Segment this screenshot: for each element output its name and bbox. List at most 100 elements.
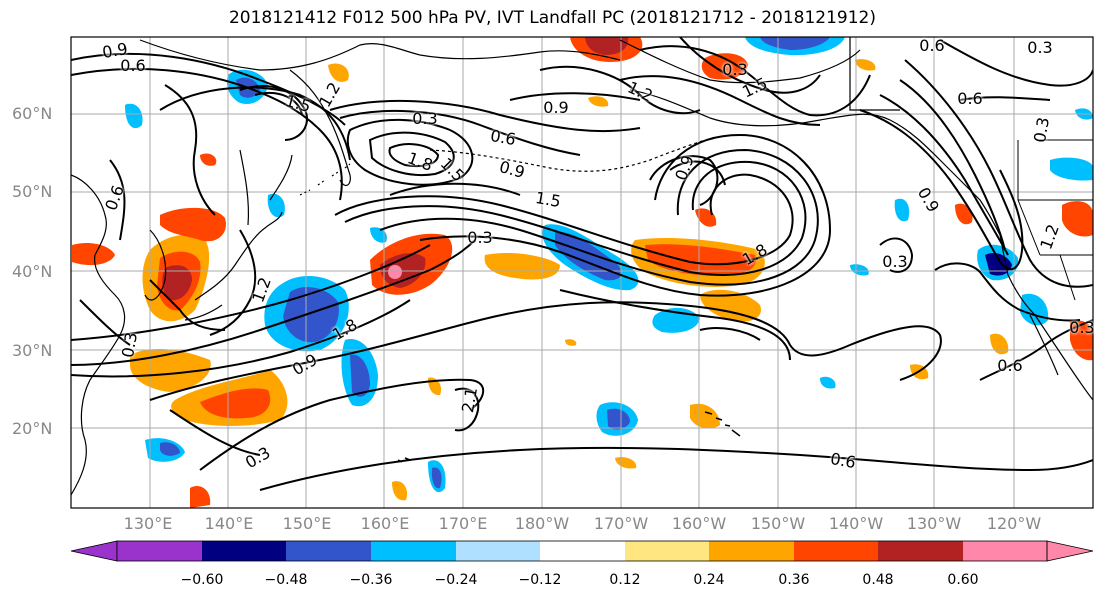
pv-contour — [259, 446, 1093, 491]
lat-label-40n: 40°N — [12, 262, 53, 281]
pv-contour — [199, 378, 485, 471]
negative-anomaly — [125, 103, 143, 129]
kamchatka-coastline — [289, 69, 351, 187]
lat-label-20n: 20°N — [12, 419, 53, 438]
negative-anomaly — [985, 253, 1012, 276]
negative-anomaly — [850, 264, 869, 276]
positive-anomaly — [990, 333, 1009, 355]
pv-contour — [79, 299, 131, 346]
alaska-coastline — [629, 89, 1001, 236]
colorbar-segment — [117, 541, 203, 561]
negative-anomaly — [894, 198, 910, 222]
negative-anomaly — [431, 467, 442, 489]
baja-coastline — [1029, 314, 1059, 376]
pv-contour — [254, 91, 303, 116]
hawaii-islands — [704, 411, 741, 437]
positive-anomaly — [695, 208, 717, 227]
pv-contour — [859, 109, 1024, 271]
lon-label-160w: 160°W — [671, 514, 727, 533]
contour-label: 0.6 — [997, 356, 1023, 375]
colorbar-segment — [625, 541, 710, 561]
kuril-islands — [299, 163, 351, 196]
pv-contour — [346, 118, 474, 186]
colorbar-segment — [540, 541, 626, 561]
pv-contour — [419, 133, 832, 297]
colorbar-segment — [794, 541, 879, 561]
contour-label: 0.3 — [117, 330, 142, 360]
positive-anomaly — [565, 339, 577, 346]
colorbar-tick: 0.24 — [693, 572, 725, 588]
pv-contour — [389, 182, 521, 196]
map-title: 2018121412 F012 500 hPa PV, IVT Landfall… — [228, 8, 876, 28]
colorbar-segment — [963, 541, 1048, 561]
positive-anomaly — [690, 403, 720, 429]
ivt-shading — [72, 37, 1093, 508]
asia-coastline — [71, 174, 126, 496]
contour-label: 0.3 — [467, 228, 493, 247]
pv-contour — [904, 59, 1093, 288]
colorbar-tick: 0.48 — [862, 572, 894, 588]
lat-label-60n: 60°N — [12, 104, 53, 123]
pv-contour — [899, 79, 1006, 251]
colorbar-segment — [456, 541, 541, 561]
pv-contour — [559, 289, 791, 361]
colorbar-segment — [286, 541, 372, 561]
pv-contour — [879, 237, 914, 273]
lon-label-130w: 130°W — [906, 514, 962, 533]
pv-contour — [619, 75, 821, 126]
japan-coastline — [194, 211, 283, 301]
pacific-islands — [397, 389, 475, 463]
pv-contour — [959, 96, 1051, 101]
positive-anomaly — [160, 207, 226, 242]
pv-contour — [149, 279, 226, 331]
positive-anomaly — [588, 96, 609, 107]
negative-anomaly — [607, 408, 630, 430]
pv-contour — [509, 92, 641, 101]
contour-label: 0.3 — [412, 109, 438, 128]
positive-anomaly — [388, 265, 402, 279]
lon-label-120w: 120°W — [986, 514, 1042, 533]
lon-label-150w: 150°W — [750, 514, 806, 533]
lon-label-180w: 180°W — [514, 514, 570, 533]
japan-coastline — [269, 154, 293, 201]
pv-contour — [164, 84, 216, 216]
positive-anomaly — [328, 63, 349, 82]
pv-contour — [669, 160, 726, 186]
contour-label: 1.5 — [533, 187, 563, 212]
pv-contour — [109, 159, 126, 241]
positive-anomaly — [1062, 201, 1093, 237]
lon-label-160e: 160°E — [360, 514, 410, 533]
colorbar-segment — [709, 541, 795, 561]
canada-border — [849, 37, 900, 111]
pv-contour — [649, 155, 719, 206]
contour-label: 0.6 — [957, 89, 983, 108]
pv-contours — [71, 37, 1093, 491]
na-west-coastline — [999, 234, 1093, 401]
pv-contour — [239, 85, 308, 141]
pv-contour — [149, 301, 942, 401]
negative-anomaly — [283, 287, 339, 343]
sakhalin-coastline — [239, 149, 250, 226]
contour-label: 0.3 — [882, 252, 908, 271]
colorbar-tick: −0.36 — [349, 572, 393, 588]
pv-contour — [329, 99, 641, 133]
coastlines — [71, 37, 1093, 496]
alaska-coastline — [619, 39, 861, 84]
map-plot-area — [71, 37, 1093, 508]
pv-contour — [939, 39, 1093, 87]
contour-label: 2.1 — [457, 385, 482, 415]
positive-anomaly — [700, 289, 761, 322]
lon-label-140w: 140°W — [828, 514, 884, 533]
pv-contour — [879, 94, 1009, 256]
positive-anomaly — [585, 37, 629, 55]
colorbar-tick: −0.48 — [264, 572, 308, 588]
pv-contour — [344, 160, 807, 276]
positive-anomaly — [855, 59, 876, 71]
state-borders — [1017, 139, 1093, 301]
lat-label-50n: 50°N — [12, 182, 53, 201]
lon-label-170e: 170°E — [438, 514, 488, 533]
colorbar-tick: −0.12 — [518, 572, 562, 588]
negative-anomaly — [350, 354, 370, 397]
negative-anomaly — [1050, 157, 1093, 181]
